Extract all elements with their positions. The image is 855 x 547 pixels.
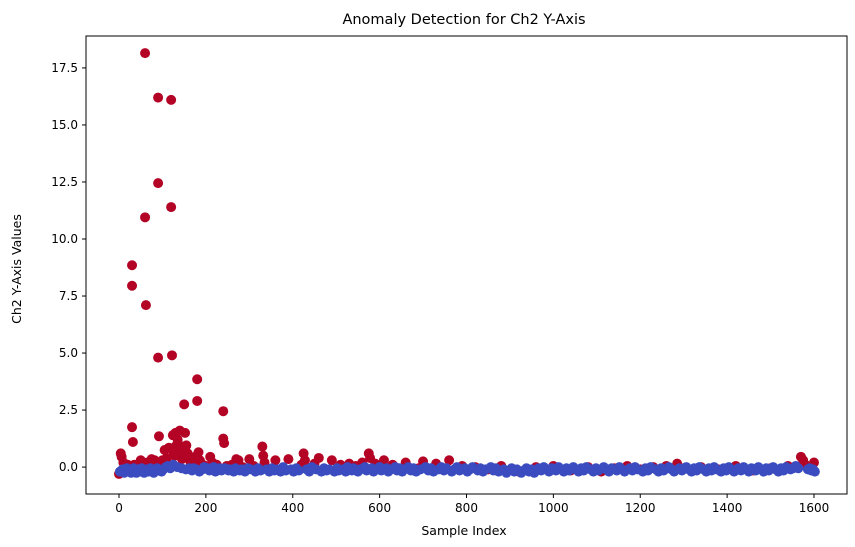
anomaly-point xyxy=(299,455,310,466)
x-tick-label: 400 xyxy=(281,501,304,515)
anomaly-point xyxy=(153,92,164,103)
anomaly-point xyxy=(218,406,229,417)
anomaly-point xyxy=(153,352,164,363)
anomaly-point xyxy=(180,427,191,438)
y-tick-label: 7.5 xyxy=(59,289,78,303)
anomaly-point xyxy=(313,452,324,463)
x-tick-label: 1400 xyxy=(712,501,743,515)
anomaly-point xyxy=(192,395,203,406)
anomaly-point xyxy=(166,202,177,213)
normal-point xyxy=(293,465,304,476)
anomaly-point xyxy=(179,399,190,410)
x-tick-label: 1200 xyxy=(625,501,656,515)
anomaly-point xyxy=(140,48,151,59)
y-tick-label: 5.0 xyxy=(59,346,78,360)
x-tick-label: 0 xyxy=(115,501,123,515)
normal-point xyxy=(809,466,820,477)
anomaly-point xyxy=(326,455,337,466)
y-axis-title: Ch2 Y-Axis Values xyxy=(9,214,24,324)
x-tick-label: 600 xyxy=(368,501,391,515)
chart-title: Anomaly Detection for Ch2 Y-Axis xyxy=(342,12,585,28)
x-tick-label: 1600 xyxy=(799,501,830,515)
x-axis: 0 200 400 600 800 1000 1200 1400 1600 xyxy=(115,494,829,515)
anomaly-point xyxy=(140,300,151,311)
y-tick-label: 2.5 xyxy=(59,403,78,417)
y-axis: 0.0 2.5 5.0 7.5 10.0 12.5 15.0 17.5 xyxy=(51,61,86,474)
anomaly-point xyxy=(283,454,294,465)
anomaly-points-group xyxy=(114,48,819,479)
anomaly-point xyxy=(270,455,281,466)
anomaly-point xyxy=(153,431,164,442)
anomaly-point xyxy=(172,434,183,445)
y-tick-label: 0.0 xyxy=(59,460,78,474)
anomaly-point xyxy=(257,441,268,452)
anomaly-point xyxy=(444,455,455,466)
y-tick-label: 17.5 xyxy=(51,61,78,75)
anomaly-point xyxy=(127,260,138,271)
anomaly-point xyxy=(140,212,151,223)
x-tick-label: 200 xyxy=(194,501,217,515)
anomaly-point xyxy=(181,440,192,451)
anomaly-point xyxy=(127,436,138,447)
normal-point xyxy=(793,463,804,474)
y-tick-label: 12.5 xyxy=(51,175,78,189)
x-axis-title: Sample Index xyxy=(421,523,506,538)
anomaly-point xyxy=(192,374,203,385)
anomaly-point xyxy=(153,178,164,189)
anomaly-point xyxy=(219,438,230,449)
plot-frame xyxy=(85,35,848,495)
x-tick-label: 800 xyxy=(455,501,478,515)
y-tick-label: 10.0 xyxy=(51,232,78,246)
anomaly-point xyxy=(166,94,177,105)
normal-points-group xyxy=(114,459,820,478)
anomaly-point xyxy=(193,447,204,458)
anomaly-point xyxy=(127,280,138,291)
y-tick-label: 15.0 xyxy=(51,118,78,132)
x-tick-label: 1000 xyxy=(538,501,569,515)
anomaly-point xyxy=(167,350,178,361)
anomaly-point xyxy=(161,452,172,463)
anomaly-point xyxy=(127,422,138,433)
